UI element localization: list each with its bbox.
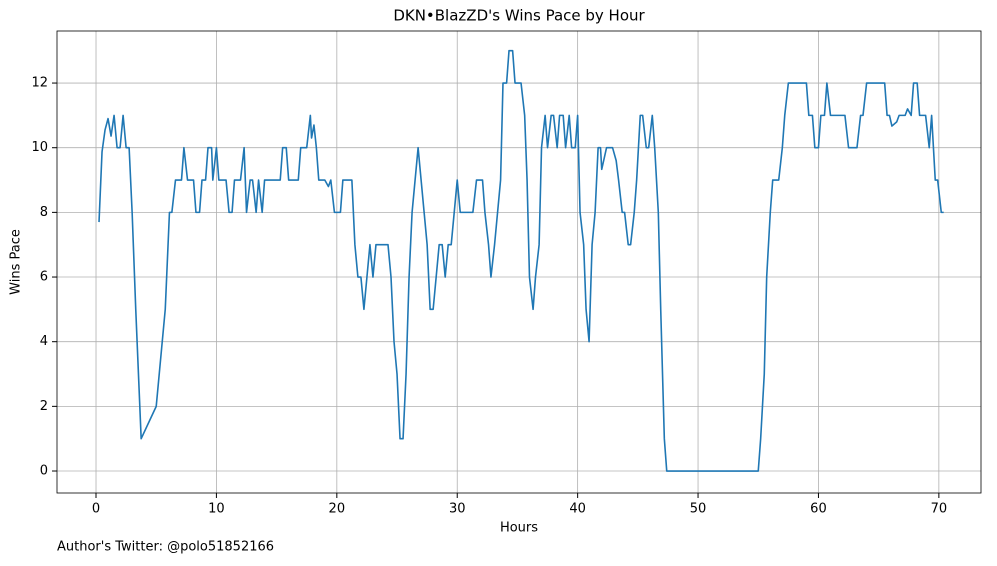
x-tick-label: 70 [931,502,948,517]
y-tick-label: 0 [40,464,48,479]
x-tick-label: 30 [449,502,466,517]
y-tick-label: 10 [31,140,48,155]
x-tick-label: 0 [92,502,100,517]
y-axis-label: Wins Pace [9,229,24,295]
chart-title: DKN•BlazZD's Wins Pace by Hour [393,7,645,25]
x-tick-label: 50 [690,502,707,517]
y-tick-label: 8 [40,205,48,220]
footnote: Author's Twitter: @polo51852166 [57,540,274,555]
data-line [98,49,944,472]
x-axis-label: Hours [500,521,538,536]
x-tick-label: 40 [569,502,586,517]
y-tick-label: 6 [40,270,48,285]
plot-frame [56,30,982,494]
x-tick-label: 10 [208,502,225,517]
y-tick-label: 2 [40,399,48,414]
y-tick-label: 4 [40,334,48,349]
x-tick-label: 60 [810,502,827,517]
x-tick-label: 20 [329,502,346,517]
y-tick-label: 12 [31,76,48,91]
